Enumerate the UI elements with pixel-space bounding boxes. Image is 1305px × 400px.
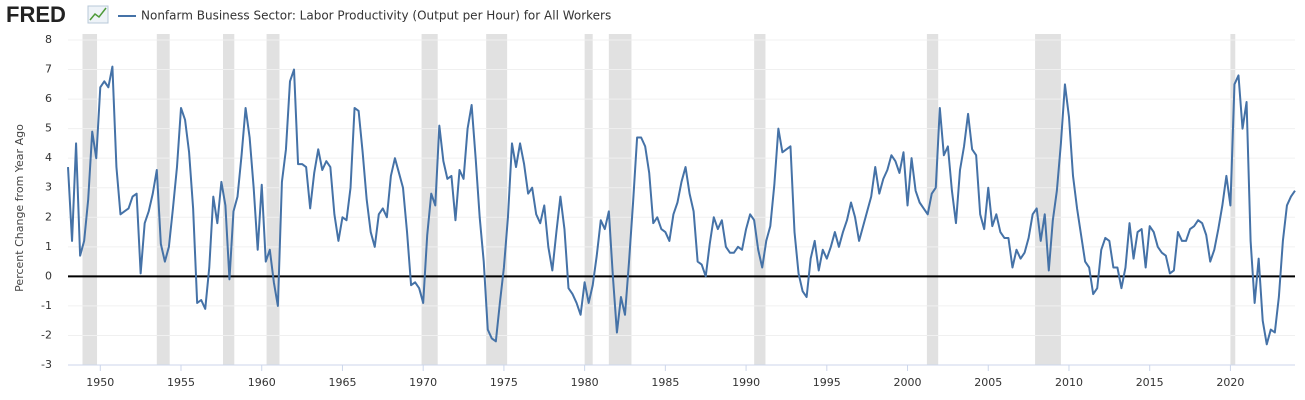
recession-band — [82, 34, 98, 365]
recession-band — [1035, 34, 1061, 365]
y-tick-label: 7 — [45, 63, 52, 76]
y-tick-label: 2 — [45, 210, 52, 223]
x-tick-label: 2005 — [974, 376, 1002, 389]
y-tick-label: 6 — [45, 92, 52, 105]
recession-band — [486, 34, 508, 365]
x-tick-label: 1955 — [167, 376, 195, 389]
x-tick-label: 2020 — [1216, 376, 1244, 389]
x-tick-label: 1990 — [732, 376, 760, 389]
recession-band — [608, 34, 632, 365]
x-tick-label: 1950 — [86, 376, 114, 389]
recession-band — [156, 34, 170, 365]
x-tick-label: 2015 — [1136, 376, 1164, 389]
legend-label: Nonfarm Business Sector: Labor Productiv… — [141, 9, 611, 23]
x-tick-label: 1980 — [571, 376, 599, 389]
recession-band — [421, 34, 438, 365]
recession-band — [266, 34, 280, 365]
y-tick-label: 5 — [45, 122, 52, 135]
y-tick-label: 4 — [45, 151, 52, 164]
y-tick-label: 3 — [45, 181, 52, 194]
logo: FRED — [6, 2, 66, 27]
x-tick-label: 1995 — [813, 376, 841, 389]
recession-band — [222, 34, 235, 365]
y-tick-label: -2 — [41, 328, 52, 341]
series-line — [67, 65, 1296, 346]
recession-band — [754, 34, 766, 365]
x-tick-label: 2010 — [1055, 376, 1083, 389]
y-axis-title: Percent Change from Year Ago — [13, 124, 26, 292]
recession-band — [1230, 34, 1236, 365]
y-tick-label: 8 — [45, 33, 52, 46]
y-tick-label: -1 — [41, 299, 52, 312]
logo-icon — [87, 5, 109, 24]
y-tick-label: -3 — [41, 358, 52, 371]
x-tick-label: 1960 — [248, 376, 276, 389]
x-tick-label: 1970 — [409, 376, 437, 389]
y-tick-label: 0 — [45, 269, 52, 282]
recession-band — [926, 34, 939, 365]
recession-band — [584, 34, 593, 365]
x-tick-label: 1975 — [490, 376, 518, 389]
x-tick-label: 1965 — [328, 376, 356, 389]
x-tick-label: 1985 — [651, 376, 679, 389]
x-tick-label: 2000 — [894, 376, 922, 389]
y-tick-label: 1 — [45, 240, 52, 253]
